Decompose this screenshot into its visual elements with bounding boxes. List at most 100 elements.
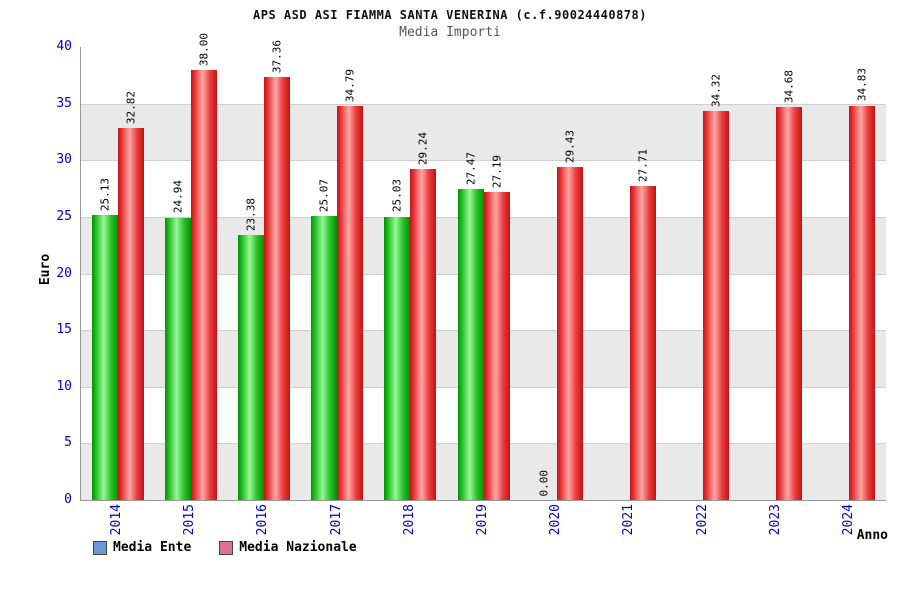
year-label: 2022 [694, 504, 710, 536]
bar-slot: 37.36 [263, 40, 290, 500]
bar-slot [823, 47, 849, 500]
bar-media-nazionale-2021 [629, 186, 656, 500]
year-label: 2019 [475, 504, 491, 536]
chart-subtitle: Media Importi [399, 25, 501, 40]
bar-value-label: 25.03 [390, 179, 404, 213]
bar-group-2022: 34.32 [667, 47, 740, 500]
x-cell-2018: 2018 [373, 504, 446, 546]
legend-swatch [93, 540, 107, 555]
y-tick-label: 0 [64, 492, 72, 507]
bar-group-2014: 25.13 32.82 [81, 47, 154, 500]
gridline [81, 160, 886, 162]
bar-slot: 34.32 [703, 47, 730, 500]
bar-group-2020: 0.00 29.43 [520, 47, 593, 500]
bar-slot: 24.94 [164, 47, 191, 500]
bar-slot: 27.19 [483, 47, 510, 500]
bar-value-label: 34.83 [855, 68, 869, 102]
bar-value-label: 29.43 [563, 129, 577, 163]
bar-slot: 32.82 [117, 47, 144, 500]
x-cell-2020: 2020 [519, 504, 592, 546]
y-tick-label: 30 [56, 152, 72, 168]
bar-media-ente-2018 [384, 216, 411, 500]
bar-group-2017: 25.07 34.79 [301, 47, 374, 500]
bar-value-label: 27.47 [464, 151, 478, 185]
bar-group-2024: 34.83 [813, 47, 886, 500]
bar-slot: 29.24 [410, 47, 437, 500]
year-label: 2014 [109, 504, 125, 536]
x-axis-title: Anno [856, 528, 888, 543]
bar-value-label: 34.32 [709, 74, 723, 108]
bar-slot [604, 47, 630, 500]
year-label: 2021 [621, 504, 637, 536]
plot-area: 25.13 32.82 24.94 38.00 23.38 37.36 25.07 34.79… [80, 33, 886, 501]
year-label: 2017 [328, 504, 344, 536]
bar-slot: 25.13 [91, 47, 118, 500]
legend-label: Media Nazionale [239, 540, 357, 555]
bar-slot: 0.00 [531, 47, 557, 500]
legend: Media Ente Media Nazionale [93, 540, 357, 555]
bar-media-ente-2015 [164, 217, 191, 500]
legend-label: Media Ente [113, 540, 192, 555]
bar-value-label: 23.38 [244, 198, 258, 232]
year-label: 2020 [548, 504, 564, 536]
bar-value-label: 37.36 [270, 39, 284, 73]
bar-slot: 38.00 [190, 33, 217, 500]
y-tick-label: 5 [64, 435, 72, 451]
y-tick-label: 10 [56, 378, 72, 394]
year-label: 2016 [255, 504, 271, 536]
bar-media-nazionale-2017 [337, 106, 364, 500]
bar-slot: 27.71 [629, 47, 656, 500]
bar-media-nazionale-2018 [410, 168, 437, 500]
bar-slot: 29.43 [556, 47, 583, 500]
y-tick-label: 35 [56, 95, 72, 111]
x-cell-2023: 2023 [739, 504, 812, 546]
y-tick-label: 20 [56, 265, 72, 281]
bar-slot: 27.47 [457, 47, 484, 500]
bar-value-label: 25.13 [98, 178, 112, 212]
bar-slot: 23.38 [237, 47, 264, 500]
bar-media-nazionale-2023 [776, 107, 803, 500]
bar-media-ente-2017 [311, 216, 338, 500]
bar-group-2015: 24.94 38.00 [154, 33, 227, 500]
bar-group-2023: 34.68 [740, 47, 813, 500]
year-label: 2023 [767, 504, 783, 536]
bar-media-nazionale-2016 [263, 76, 290, 500]
bar-slot: 25.03 [384, 47, 411, 500]
bar-media-nazionale-2015 [190, 69, 217, 500]
y-tick-label: 40 [56, 39, 72, 54]
y-tick-label: 25 [56, 208, 72, 224]
year-label: 2024 [840, 504, 856, 536]
x-cell-2021: 2021 [592, 504, 665, 546]
bar-slot: 34.68 [776, 47, 803, 500]
bar-group-2021: 27.71 [593, 47, 666, 500]
bar-media-ente-2019 [457, 188, 484, 500]
bar-value-label: 38.00 [197, 32, 211, 66]
bar-value-label: 27.71 [636, 149, 650, 183]
bar-slot: 25.07 [311, 47, 338, 500]
year-label: 2015 [182, 504, 198, 536]
x-cell-2019: 2019 [446, 504, 519, 546]
bar-group-2019: 27.47 27.19 [447, 47, 520, 500]
bar-value-label: 25.07 [317, 178, 331, 213]
legend-item-media-ente: Media Ente [93, 540, 191, 555]
bar-slot [677, 47, 703, 500]
bar-group-2016: 23.38 37.36 [227, 40, 300, 500]
y-tick-label: 15 [56, 322, 72, 338]
bar-groups-container: 25.13 32.82 24.94 38.00 23.38 37.36 25.07 34.79… [81, 33, 886, 500]
legend-swatch [219, 540, 234, 555]
x-cell-2022: 2022 [666, 504, 739, 546]
year-label: 2018 [401, 504, 417, 536]
bar-media-nazionale-2022 [703, 111, 730, 500]
bar-value-label: 34.68 [782, 70, 796, 104]
bar-media-ente-2016 [237, 235, 264, 500]
bar-slot [750, 47, 776, 500]
bar-media-nazionale-2024 [849, 105, 876, 500]
bar-value-label: 32.82 [124, 91, 138, 125]
bar-value-label: 27.19 [490, 154, 504, 189]
bar-media-nazionale-2014 [117, 128, 144, 500]
chart-title: APS ASD ASI FIAMMA SANTA VENERINA (c.f.9… [253, 8, 647, 22]
bar-slot: 34.79 [337, 47, 364, 500]
bar-value-label: 34.79 [343, 68, 357, 103]
bar-value-label: 29.24 [416, 131, 430, 165]
